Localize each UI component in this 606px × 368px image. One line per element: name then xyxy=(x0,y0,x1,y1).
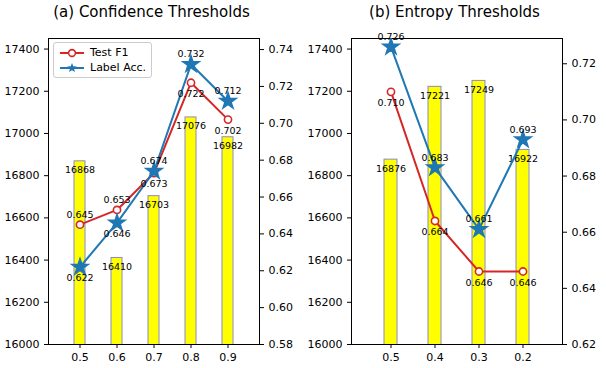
svg-text:16000: 16000 xyxy=(308,338,343,351)
svg-text:16200: 16200 xyxy=(308,296,343,309)
svg-text:0.646: 0.646 xyxy=(103,228,130,239)
svg-text:0.74: 0.74 xyxy=(269,43,294,56)
svg-text:0.674: 0.674 xyxy=(140,155,167,166)
svg-text:0.68: 0.68 xyxy=(269,154,294,167)
svg-text:0.646: 0.646 xyxy=(509,277,536,288)
svg-text:17200: 17200 xyxy=(5,85,40,98)
svg-text:0.2: 0.2 xyxy=(514,351,532,364)
svg-text:17000: 17000 xyxy=(5,127,40,140)
html-text:(a) Confidence Thresholds: (a) Confidence Thresholds xyxy=(53,3,250,21)
svg-text:16876: 16876 xyxy=(376,163,406,174)
svg-text:16703: 16703 xyxy=(139,199,169,210)
svg-text:0.72: 0.72 xyxy=(572,57,597,70)
svg-text:0.722: 0.722 xyxy=(177,88,204,99)
svg-text:0.60: 0.60 xyxy=(269,301,294,314)
svg-text:16600: 16600 xyxy=(5,211,40,224)
svg-text:0.66: 0.66 xyxy=(572,226,597,239)
svg-text:0.68: 0.68 xyxy=(572,170,597,183)
svg-text:17400: 17400 xyxy=(5,43,40,56)
svg-text:16922: 16922 xyxy=(507,153,539,164)
svg-text:0.702: 0.702 xyxy=(214,125,241,136)
svg-text:16410: 16410 xyxy=(102,261,132,272)
svg-text:17249: 17249 xyxy=(464,84,494,95)
svg-text:16400: 16400 xyxy=(5,254,40,267)
svg-text:0.646: 0.646 xyxy=(465,277,492,288)
html-text:Label Acc.: Label Acc. xyxy=(90,61,147,74)
svg-text:0.653: 0.653 xyxy=(103,194,130,205)
svg-text:0.5: 0.5 xyxy=(71,351,89,364)
svg-text:17221: 17221 xyxy=(420,90,450,101)
svg-text:16800: 16800 xyxy=(5,169,40,182)
svg-text:16000: 16000 xyxy=(5,338,40,351)
svg-text:0.645: 0.645 xyxy=(66,209,93,220)
svg-text:16982: 16982 xyxy=(213,140,243,151)
svg-text:16400: 16400 xyxy=(308,254,343,267)
svg-text:0.622: 0.622 xyxy=(66,272,93,283)
html-text:(b) Entropy Thresholds: (b) Entropy Thresholds xyxy=(369,3,540,21)
svg-text:16800: 16800 xyxy=(308,169,343,182)
svg-text:0.72: 0.72 xyxy=(269,80,294,93)
svg-text:0.7: 0.7 xyxy=(145,351,163,364)
svg-text:0.62: 0.62 xyxy=(572,338,597,351)
svg-text:0.64: 0.64 xyxy=(269,227,294,240)
svg-text:0.664: 0.664 xyxy=(421,226,448,237)
svg-text:0.70: 0.70 xyxy=(572,113,597,126)
svg-text:17000: 17000 xyxy=(308,127,343,140)
svg-text:16600: 16600 xyxy=(308,211,343,224)
svg-text:0.732: 0.732 xyxy=(177,48,204,59)
svg-text:0.661: 0.661 xyxy=(465,213,492,224)
svg-text:0.3: 0.3 xyxy=(470,351,488,364)
svg-text:0.6: 0.6 xyxy=(108,351,126,364)
svg-text:0.4: 0.4 xyxy=(426,351,444,364)
svg-text:0.64: 0.64 xyxy=(572,282,597,295)
svg-text:0.58: 0.58 xyxy=(269,338,294,351)
svg-text:0.726: 0.726 xyxy=(377,31,404,42)
svg-text:0.9: 0.9 xyxy=(219,351,237,364)
svg-text:0.5: 0.5 xyxy=(382,351,400,364)
svg-text:0.710: 0.710 xyxy=(377,97,404,108)
svg-text:0.62: 0.62 xyxy=(269,264,294,277)
html-text:Test F1: Test F1 xyxy=(90,46,129,59)
svg-text:16868: 16868 xyxy=(65,164,95,175)
svg-text:17200: 17200 xyxy=(308,85,343,98)
svg-text:16200: 16200 xyxy=(5,296,40,309)
svg-text:0.673: 0.673 xyxy=(140,178,167,189)
svg-text:0.66: 0.66 xyxy=(269,191,294,204)
svg-text:17076: 17076 xyxy=(176,120,206,131)
svg-text:17400: 17400 xyxy=(308,43,343,56)
svg-text:0.8: 0.8 xyxy=(182,351,200,364)
svg-text:0.712: 0.712 xyxy=(214,85,241,96)
svg-text:0.693: 0.693 xyxy=(509,124,536,135)
svg-text:0.70: 0.70 xyxy=(269,117,294,130)
svg-text:0.683: 0.683 xyxy=(421,152,448,163)
